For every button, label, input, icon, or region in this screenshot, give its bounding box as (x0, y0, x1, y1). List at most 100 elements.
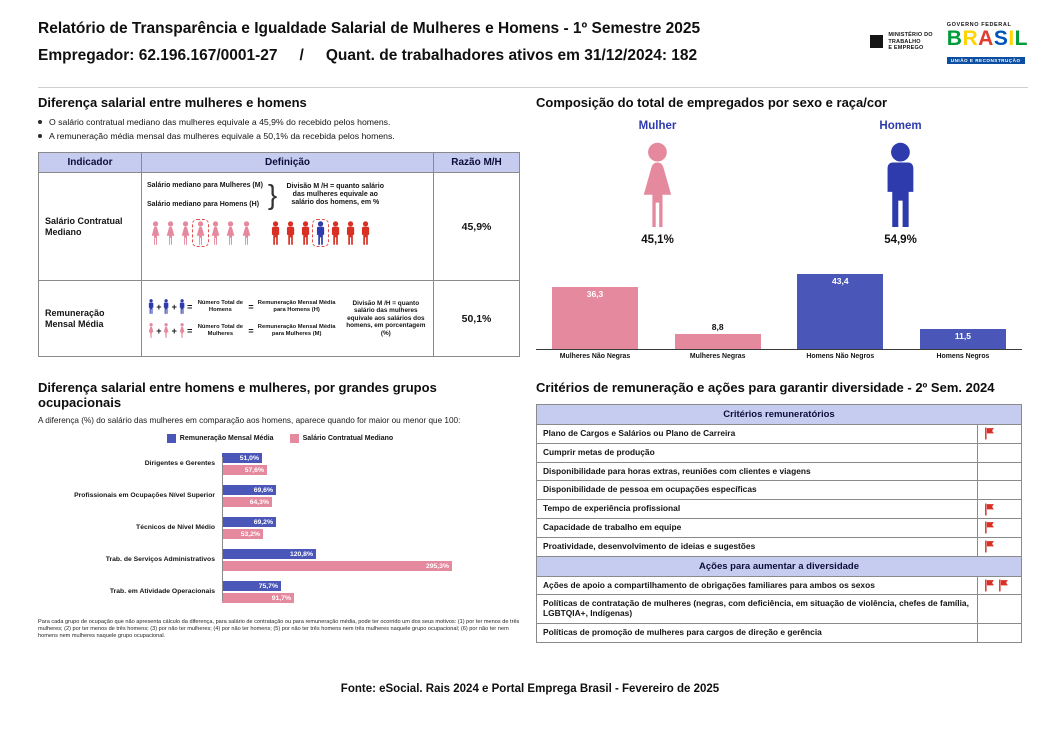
male-person-icon (286, 221, 294, 245)
category-label: Homens Negros (936, 353, 990, 360)
plus-sign: + (171, 301, 177, 312)
report-header: Relatório de Transparência e Igualdade S… (38, 20, 1028, 88)
equals-sign: = (248, 301, 254, 312)
mte-logo-text: MINISTÉRIO DO TRABALHO E EMPREGO (888, 32, 933, 51)
male-summary: Homem 54,9% (806, 120, 996, 246)
criteria-table: Critérios remuneratórios Plano de Cargos … (536, 404, 1022, 643)
female-figure-icon (209, 221, 222, 245)
women-total-label: Número Total de Mulheres (197, 323, 244, 337)
criteria-flag-cell (977, 518, 1021, 537)
criteria-flag-cell (977, 576, 1021, 595)
female-figure-icon (149, 221, 162, 245)
occupational-category-label: Trab. em Atividade Operacionais (109, 588, 215, 596)
female-person-icon (148, 323, 154, 338)
female-person-icon (164, 323, 169, 338)
women-average-formula: + + = Número Total de Mulheres = Remuneraç… (147, 323, 337, 338)
flag-icon (985, 503, 994, 516)
criteria-label: Políticas de promoção de mulheres para c… (543, 626, 822, 637)
occupational-legend: Remuneração Mensal Média Salário Contrat… (38, 434, 522, 443)
legend-label: Salário Contratual Mediano (302, 435, 394, 442)
source-footer: Fonte: eSocial. Rais 2024 e Portal Empre… (340, 683, 720, 695)
gov-slogan: UNIÃO E RECONSTRUÇÃO (946, 57, 1025, 64)
report-title: Relatório de Transparência e Igualdade S… (38, 20, 701, 37)
occupational-bar-group: Profissionais em Ocupações Nível Superio… (38, 485, 522, 507)
female-figure-icon (224, 221, 237, 245)
female-person-icon (166, 221, 175, 245)
median-ratio-value: 45,9% (433, 173, 519, 280)
median-women-label: Salário mediano para Mulheres (M) (147, 182, 263, 189)
criteria-flag-cell (977, 595, 1021, 623)
criteria-section-header: Ações para aumentar a diversidade (537, 555, 1021, 576)
female-figure-icon (634, 140, 681, 228)
male-person-icon (331, 221, 340, 245)
male-person-icon (887, 142, 914, 228)
composition-title: Composição do total de empregados por se… (536, 95, 888, 110)
legend-item-salario: Salário Contratual Mediano (289, 434, 394, 443)
flag-icon (999, 579, 1008, 592)
male-label: Homem (879, 120, 922, 132)
criteria-flag-cell (977, 443, 1021, 462)
bar-value-label: 36,3 (586, 289, 604, 299)
female-figure-icon (192, 219, 210, 247)
composition-bar: 36,3 (540, 287, 650, 349)
occupational-bars: 69,2% 53,2% (222, 517, 522, 539)
bar: 64,3% (222, 497, 272, 507)
female-person-icon (643, 142, 672, 228)
bullet-text: O salário contratual mediano das mulhere… (49, 117, 391, 127)
criteria-flag-cell (977, 425, 1021, 443)
male-person-icon (179, 299, 185, 314)
bullet-text: A remuneração média mensal das mulheres … (49, 131, 395, 141)
occupational-title: Diferença salarial entre homens e mulher… (38, 380, 437, 410)
occupational-bar-group: Técnicos de Nível Médio 69,2% 53,2% (38, 517, 522, 539)
male-figures-group: + + = (147, 299, 192, 314)
criteria-label: Tempo de experiência profissional (543, 503, 681, 514)
occupational-bar-group: Trab. de Serviços Administrativos 120,8% 2… (38, 549, 522, 571)
bar: 69,2% (222, 517, 276, 527)
bar-value-label: 11,5 (954, 331, 971, 341)
mte-logo: MINISTÉRIO DO TRABALHO E EMPREGO (870, 32, 933, 52)
composition-people: Mulher 45,1% Homem 54,9% (536, 120, 1022, 246)
criteria-row: Políticas de promoção de mulheres para c… (537, 622, 1021, 642)
female-figure-icon (164, 221, 177, 245)
female-percentage: 45,1% (641, 234, 674, 246)
occupational-bar-chart: Dirigentes e Gerentes 51,0% 57,6% Profissio… (38, 453, 522, 603)
composition-bar: 43,4 (785, 274, 895, 349)
occupational-bars: 51,0% 57,6% (222, 453, 522, 475)
flag-icon (985, 579, 994, 592)
brace-glyph: } (267, 179, 278, 210)
bullet-dot-icon (38, 120, 42, 124)
bar-value-label: 8,8 (711, 322, 724, 332)
male-person-icon (316, 221, 325, 245)
bar: 57,6% (222, 465, 267, 475)
occupational-section: Diferença salarial entre homens e mulher… (38, 380, 522, 639)
men-average-formula: + + = Número Total de Homens = Remuneração… (147, 299, 337, 314)
category-label: Homens Não Negros (806, 353, 875, 360)
header-definicao: Definição (141, 153, 433, 172)
female-person-icon (181, 221, 190, 245)
occupational-bars: 69,6% 64,3% (222, 485, 522, 507)
category-label: Mulheres Não Negras (559, 353, 631, 360)
female-person-icon (151, 221, 160, 245)
legend-label: Remuneração Mensal Média (179, 435, 274, 442)
composition-bar: 8,8 (663, 322, 773, 349)
male-figure-icon (299, 221, 312, 245)
criteria-label: Políticas de contratação de mulheres (ne… (543, 598, 969, 619)
indicator-row-median: Salário Contratual Mediano Salário media… (39, 172, 519, 280)
indicator-name: Remuneração Mensal Média (45, 307, 105, 329)
male-person-icon (347, 221, 355, 245)
indicator-table: Indicador Definição Razão M/H Salário Co… (38, 152, 520, 357)
composition-section: Composição do total de empregados por se… (536, 95, 1022, 360)
equals-sign: = (248, 325, 254, 336)
men-total-label: Número Total de Homens (197, 299, 244, 313)
median-men-label: Salário mediano para Homens (H) (147, 201, 260, 208)
legend-swatch-blue-icon (166, 434, 176, 443)
male-person-icon (271, 221, 279, 245)
flag-icon (985, 521, 994, 534)
mte-logo-mark-icon (870, 35, 884, 49)
criteria-label: Disponibilidade de pessoa em ocupações e… (543, 484, 757, 495)
equals-sign: = (187, 301, 193, 312)
female-person-icon (212, 221, 220, 245)
average-ratio-value: 50,1% (433, 281, 519, 356)
criteria-row: Ações de apoio a compartilhamento de obr… (537, 575, 1021, 595)
